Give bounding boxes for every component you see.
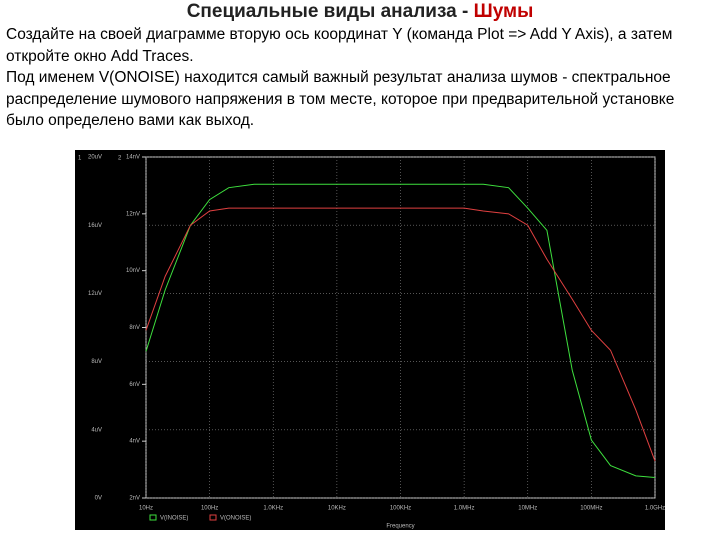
y-tick-label: 8uV <box>91 359 102 365</box>
x-tick-label: 10MHz <box>518 506 537 512</box>
slide-body: Создайте на своей диаграмме вторую ось к… <box>6 24 686 132</box>
y-tick-label: 20uV <box>88 155 102 161</box>
y2-tick-label: 14nV <box>126 155 140 161</box>
title-text: Специальные виды анализа - <box>186 1 474 22</box>
axis-name: 2 <box>118 156 122 162</box>
y2-tick-label: 2nV <box>129 496 140 502</box>
y2-tick-label: 8nV <box>129 325 140 331</box>
legend-swatch <box>149 514 157 521</box>
y2-tick-label: 4nV <box>129 439 140 445</box>
y2-tick-label: 6nV <box>129 382 140 388</box>
series-line <box>145 207 656 462</box>
legend-label: V(ONOISE) <box>220 516 251 522</box>
plot-window <box>75 150 665 530</box>
y-tick-label: 12uV <box>88 291 102 297</box>
x-tick-label: 10KHz <box>328 506 346 512</box>
x-tick-label: 100MHz <box>580 506 602 512</box>
y-tick-label: 16uV <box>88 223 102 229</box>
slide-title: Специальные виды анализа - Шумы <box>0 0 720 24</box>
x-tick-label: 100KHz <box>390 506 411 512</box>
y2-tick-label: 10nV <box>126 268 140 274</box>
y2-tick-label: 12nV <box>126 211 140 217</box>
y-tick-label: 0V <box>95 496 102 502</box>
title-accent: Шумы <box>473 1 534 22</box>
legend-swatch <box>209 514 217 521</box>
y-tick-label: 4uV <box>91 427 102 433</box>
x-tick-label: 100Hz <box>201 506 218 512</box>
x-tick-label: 10Hz <box>139 506 153 512</box>
x-tick-label: 1.0GHz <box>645 506 665 512</box>
paragraph: Создайте на своей диаграмме вторую ось к… <box>6 26 673 65</box>
axis-name: 1 <box>78 156 82 162</box>
x-axis-label: Frequency <box>386 524 414 530</box>
x-tick-label: 1.0MHz <box>454 506 475 512</box>
x-tick-label: 1.0KHz <box>263 506 283 512</box>
series-line <box>145 183 656 479</box>
paragraph: Под именем V(ONOISE) находится самый важ… <box>6 69 675 129</box>
legend-label: V(INOISE) <box>160 516 188 522</box>
